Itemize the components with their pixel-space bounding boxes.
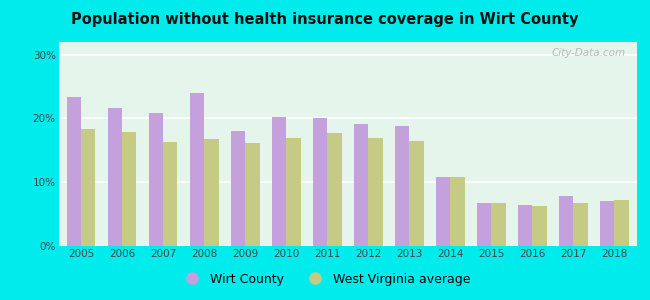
Bar [532, 206, 547, 246]
Bar [245, 143, 259, 246]
Bar [231, 131, 245, 246]
Bar [108, 108, 122, 246]
Bar [600, 201, 614, 246]
Bar [190, 93, 204, 246]
Bar [395, 125, 410, 246]
Bar [369, 138, 383, 246]
Bar [477, 203, 491, 246]
Bar [149, 113, 163, 246]
Bar [163, 142, 177, 246]
Bar [559, 196, 573, 246]
Bar [272, 117, 286, 246]
Bar [573, 203, 588, 246]
Bar [518, 205, 532, 246]
Bar [204, 139, 218, 246]
Bar [81, 129, 96, 246]
Bar [67, 98, 81, 246]
Bar [327, 133, 342, 246]
Text: City-Data.com: City-Data.com [551, 48, 625, 58]
Bar [436, 177, 450, 246]
Bar [286, 138, 300, 246]
Bar [313, 118, 327, 246]
Bar [354, 124, 369, 246]
Bar [410, 141, 424, 246]
Bar [450, 177, 465, 246]
Legend: Wirt County, West Virginia average: Wirt County, West Virginia average [175, 268, 475, 291]
Text: Population without health insurance coverage in Wirt County: Population without health insurance cove… [72, 12, 578, 27]
Bar [122, 132, 136, 246]
Bar [491, 203, 506, 246]
Bar [614, 200, 629, 246]
